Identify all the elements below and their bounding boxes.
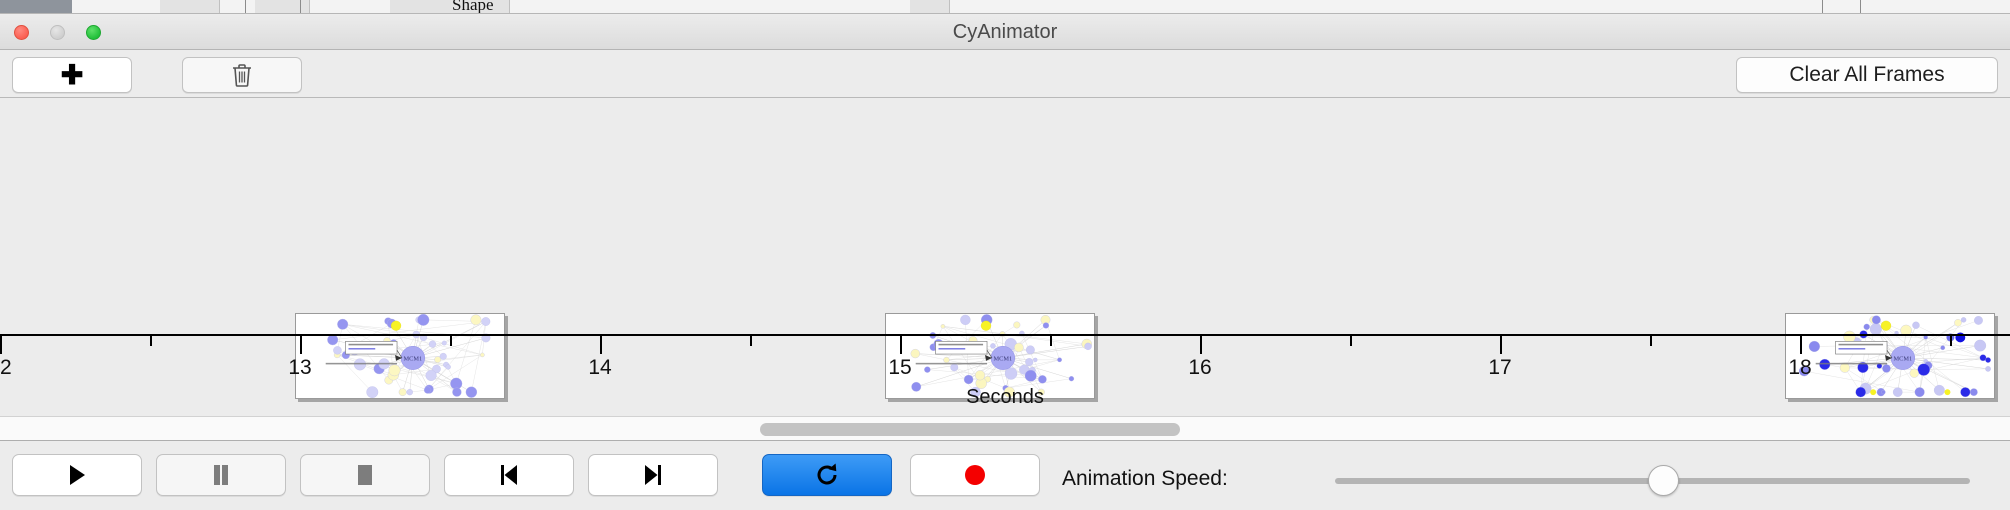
loop-button[interactable] bbox=[762, 454, 892, 496]
ruler-tick-minor bbox=[1050, 336, 1052, 346]
ruler-tick-label: 12 bbox=[0, 356, 12, 379]
ruler-tick-major bbox=[600, 336, 602, 354]
ruler-tick-major bbox=[1200, 336, 1202, 354]
title-bar: CyAnimator bbox=[0, 14, 2010, 50]
axis-title: Seconds bbox=[966, 386, 1044, 408]
timeline-horizontal-scrollbar[interactable] bbox=[0, 416, 2010, 441]
background-window-tab bbox=[910, 0, 950, 13]
skip-end-button[interactable] bbox=[588, 454, 718, 496]
ruler-tick-label: 16 bbox=[1188, 356, 1212, 379]
background-window-tab bbox=[255, 0, 310, 13]
ruler-tick-minor bbox=[1650, 336, 1652, 346]
background-window-divider bbox=[1822, 0, 1823, 13]
ruler-tick-major bbox=[0, 336, 2, 354]
ruler-tick-minor bbox=[450, 336, 452, 346]
record-icon bbox=[963, 463, 987, 487]
svg-text:MCM1: MCM1 bbox=[1894, 356, 1913, 363]
frame-thumbnail-3[interactable]: MCM1 bbox=[1785, 313, 1995, 399]
stop-icon bbox=[355, 463, 375, 487]
skip-start-button[interactable] bbox=[444, 454, 574, 496]
ruler-tick-label: 18 bbox=[1788, 356, 1812, 379]
ruler-tick-label: 14 bbox=[588, 356, 612, 379]
frame-thumbnail-2[interactable]: MCM1 bbox=[885, 313, 1095, 399]
ruler-tick-minor bbox=[150, 336, 152, 346]
ruler-tick-major bbox=[1800, 336, 1802, 354]
pause-icon bbox=[211, 463, 231, 487]
clear-all-frames-button[interactable]: Clear All Frames bbox=[1736, 57, 1998, 93]
trash-icon bbox=[231, 63, 253, 87]
background-window-strip: Shape bbox=[0, 0, 2010, 14]
animation-speed-label: Animation Speed: bbox=[1062, 467, 1228, 490]
background-window-divider bbox=[1860, 0, 1861, 13]
stop-button[interactable] bbox=[300, 454, 430, 496]
ruler-tick-label: 13 bbox=[288, 356, 312, 379]
playback-bar: Animation Speed: bbox=[0, 441, 2010, 509]
toolbar: ✚ Clear All Frames bbox=[0, 50, 2010, 98]
cyanimator-window: CyAnimator ✚ Clear All Frames MCM1 MCM1 MC… bbox=[0, 14, 2010, 510]
ruler-tick-major bbox=[900, 336, 902, 354]
background-window-divider bbox=[300, 0, 301, 13]
timeline-ruler[interactable]: Seconds 12 13 14 15 16 17 18 bbox=[0, 334, 2010, 416]
ruler-tick-label: 17 bbox=[1488, 356, 1512, 379]
skip-start-icon bbox=[498, 463, 520, 487]
ruler-tick-label: 15 bbox=[888, 356, 912, 379]
skip-end-icon bbox=[642, 463, 664, 487]
ruler-tick-minor bbox=[1950, 336, 1952, 346]
background-window-sidebar bbox=[0, 0, 72, 13]
pause-button[interactable] bbox=[156, 454, 286, 496]
close-button[interactable] bbox=[14, 25, 29, 40]
frame-thumbnail-1[interactable]: MCM1 bbox=[295, 313, 505, 399]
ruler-axis-line bbox=[0, 334, 2010, 336]
ruler-tick-minor bbox=[1350, 336, 1352, 346]
plus-icon: ✚ bbox=[60, 59, 84, 90]
background-window-tab-label: Shape bbox=[452, 0, 494, 14]
background-window-tab bbox=[160, 0, 220, 13]
minimize-button[interactable] bbox=[50, 25, 65, 40]
play-icon bbox=[67, 463, 87, 487]
ruler-tick-major bbox=[1500, 336, 1502, 354]
animation-speed-slider-thumb[interactable] bbox=[1648, 465, 1679, 496]
maximize-button[interactable] bbox=[86, 25, 101, 40]
record-button[interactable] bbox=[910, 454, 1040, 496]
timeline-panel[interactable]: MCM1 MCM1 MCM1 Seconds 12 13 14 15 16 17 18 bbox=[0, 98, 2010, 416]
svg-text:MCM1: MCM1 bbox=[994, 356, 1013, 363]
background-window-divider bbox=[245, 0, 246, 13]
background-window-tab bbox=[390, 0, 510, 13]
svg-text:MCM1: MCM1 bbox=[404, 356, 423, 363]
play-button[interactable] bbox=[12, 454, 142, 496]
ruler-tick-major bbox=[300, 336, 302, 354]
window-title: CyAnimator bbox=[952, 21, 1058, 43]
scrollbar-thumb[interactable] bbox=[760, 423, 1180, 436]
ruler-tick-minor bbox=[750, 336, 752, 346]
delete-frame-button[interactable] bbox=[182, 57, 302, 93]
add-frame-button[interactable]: ✚ bbox=[12, 57, 132, 93]
animation-speed-slider[interactable] bbox=[1335, 465, 1970, 496]
loop-icon bbox=[814, 462, 840, 488]
